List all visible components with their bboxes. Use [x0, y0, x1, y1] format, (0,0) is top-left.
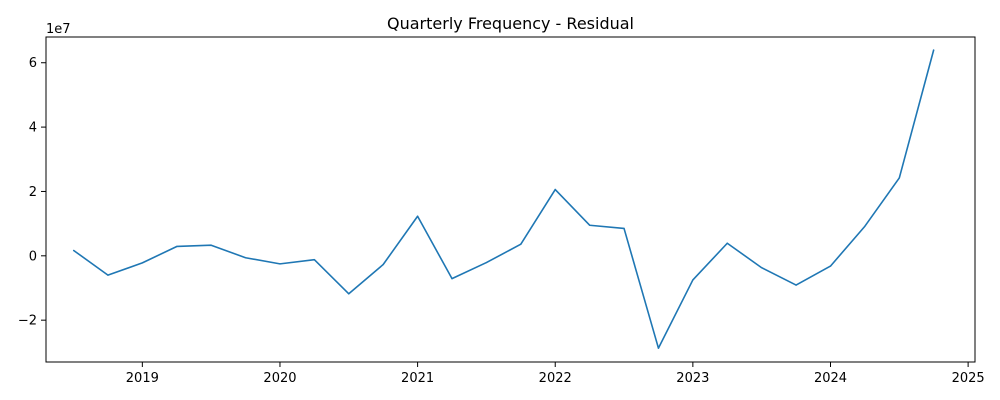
- data-point: [692, 279, 694, 281]
- data-point: [176, 245, 178, 248]
- data-point: [382, 263, 384, 266]
- y-tick-label: 4: [29, 121, 37, 136]
- y-axis-offset-label: 1e7: [46, 22, 71, 37]
- data-point: [210, 244, 212, 246]
- data-point: [72, 249, 75, 251]
- series-layer: [72, 49, 935, 349]
- data-point: [244, 257, 247, 259]
- y-tick-label: 0: [29, 249, 37, 264]
- data-point: [726, 242, 728, 244]
- x-tick-label: 2022: [539, 371, 572, 386]
- y-tick-label: 6: [29, 56, 37, 71]
- chart-title: Quarterly Frequency - Residual: [387, 14, 634, 33]
- data-point: [554, 188, 556, 191]
- data-point: [933, 49, 935, 51]
- data-point: [348, 293, 350, 295]
- data-point: [520, 243, 522, 245]
- data-point: [623, 227, 625, 230]
- data-point: [795, 284, 797, 286]
- data-point: [451, 278, 453, 280]
- data-point: [898, 177, 900, 179]
- series-line-residual: [73, 49, 935, 349]
- y-tick-label: 2: [29, 185, 37, 200]
- data-point: [141, 262, 143, 264]
- data-point: [657, 347, 660, 349]
- data-point: [107, 274, 109, 276]
- x-tick-label: 2024: [814, 371, 847, 386]
- y-axis: −2 0 2 4 6: [18, 56, 46, 329]
- data-point: [485, 261, 488, 264]
- data-point: [829, 265, 832, 267]
- x-axis: 2019 2020 2021 2022 2023 2024 2025: [126, 362, 985, 386]
- x-tick-label: 2021: [401, 371, 434, 386]
- data-point: [864, 225, 866, 227]
- y-tick-label: −2: [18, 314, 37, 329]
- data-point: [279, 263, 281, 265]
- x-tick-label: 2019: [126, 371, 159, 386]
- data-point: [313, 259, 315, 261]
- plot-area: [45, 36, 976, 363]
- x-tick-label: 2020: [263, 371, 296, 386]
- data-point: [761, 267, 763, 269]
- data-point: [589, 224, 591, 226]
- data-point: [417, 215, 419, 217]
- x-tick-label: 2025: [952, 371, 985, 386]
- x-tick-label: 2023: [676, 371, 709, 386]
